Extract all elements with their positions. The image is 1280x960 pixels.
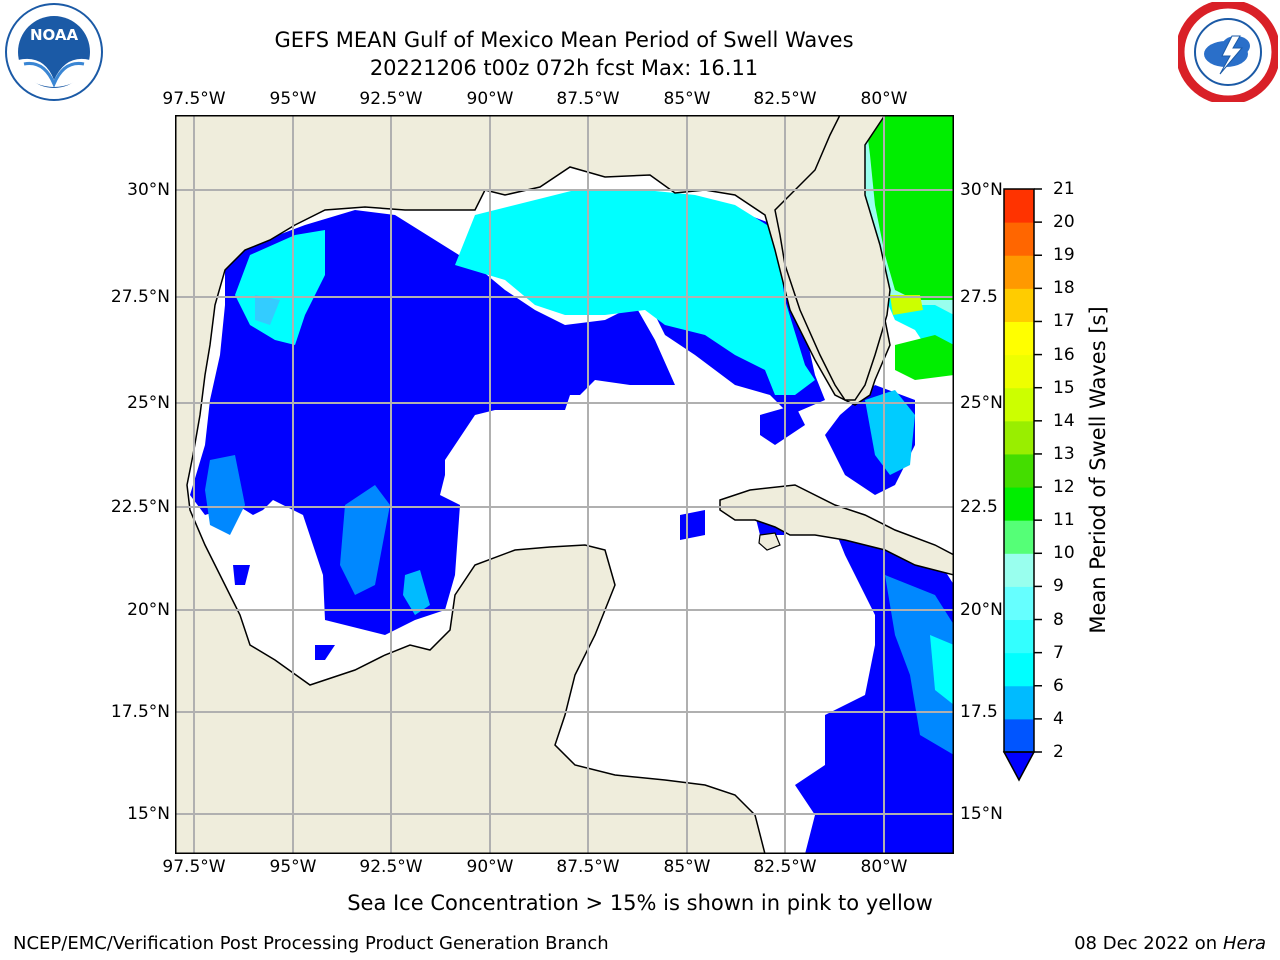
lon-label-bottom: 90°W xyxy=(466,857,514,877)
colorbar-extend-arrow xyxy=(1002,751,1036,782)
sea-ice-note: Sea Ice Concentration > 15% is shown in … xyxy=(347,891,933,915)
colorbar-band xyxy=(1004,387,1034,422)
colorbar-band xyxy=(1004,487,1034,521)
lon-label-top: 92.5°W xyxy=(359,89,423,109)
colorbar-band xyxy=(1004,586,1034,621)
credit-text: NCEP/EMC/Verification Post Processing Pr… xyxy=(13,933,609,954)
colorbar-band xyxy=(1004,652,1034,687)
colorbar-tick-label: 4 xyxy=(1053,708,1064,729)
colorbar-band xyxy=(1004,255,1034,289)
chart-subtitle: 20221206 t00z 072h fcst Max: 16.11 xyxy=(369,56,759,80)
colorbar-band xyxy=(1004,420,1034,455)
colorbar-label: Mean Period of Swell Waves [s] xyxy=(1086,306,1110,634)
colorbar-tick-label: 16 xyxy=(1053,344,1075,365)
colorbar-band xyxy=(1004,553,1034,587)
lat-label-left: 17.5°N xyxy=(110,702,170,722)
host-name: Hera xyxy=(1222,933,1266,954)
colorbar-tick-label: 7 xyxy=(1053,642,1064,663)
lat-label-right: 15°N xyxy=(960,804,1003,824)
svg-text:NOAA: NOAA xyxy=(30,26,79,44)
lon-label-top: 85°W xyxy=(663,89,711,109)
lat-label-right: 20°N xyxy=(960,600,1003,620)
lon-label-bottom: 95°W xyxy=(269,857,317,877)
colorbar-tick-label: 10 xyxy=(1053,543,1075,564)
noaa-logo: NOAA xyxy=(4,2,104,102)
lon-label-top: 87.5°W xyxy=(556,89,620,109)
map-frame xyxy=(175,115,954,854)
lat-label-left: 25°N xyxy=(127,393,170,413)
nws-logo xyxy=(1175,0,1280,105)
colorbar-band xyxy=(1004,619,1034,654)
colorbar-band xyxy=(1004,288,1034,322)
colorbar-band xyxy=(1004,685,1034,720)
lat-label-left: 20°N xyxy=(127,600,170,620)
colorbar-tick-label: 18 xyxy=(1053,278,1075,299)
lon-label-top: 80°W xyxy=(860,89,908,109)
colorbar-tick-label: 8 xyxy=(1053,609,1064,630)
colorbar-tick-label: 14 xyxy=(1053,410,1075,431)
lat-label-left: 27.5°N xyxy=(110,287,170,307)
colorbar-tick-label: 21 xyxy=(1053,179,1075,199)
lat-label-left: 15°N xyxy=(127,804,170,824)
date-stamp: 08 Dec 2022 on Hera xyxy=(1074,933,1266,954)
colorbar-tick-label: 15 xyxy=(1053,377,1075,398)
lon-label-bottom: 87.5°W xyxy=(556,857,620,877)
lon-label-bottom: 80°W xyxy=(860,857,908,877)
lat-label-right: 25°N xyxy=(960,393,1003,413)
lon-label-top: 97.5°W xyxy=(162,89,226,109)
colorbar-tick-label: 12 xyxy=(1053,477,1075,498)
lon-label-bottom: 92.5°W xyxy=(359,857,423,877)
gridlines xyxy=(175,115,954,854)
colorbar-band xyxy=(1004,321,1034,356)
colorbar-tick-label: 20 xyxy=(1053,212,1075,233)
colorbar-tick-label: 9 xyxy=(1053,576,1064,597)
colorbar-band xyxy=(1004,520,1034,554)
colorbar-frame xyxy=(1003,188,1035,753)
lon-label-bottom: 85°W xyxy=(663,857,711,877)
lat-label-right: 17.5 xyxy=(960,702,998,722)
noaa-logo-icon: NOAA xyxy=(5,3,103,101)
colorbar xyxy=(1002,188,1042,782)
lon-label-top: 95°W xyxy=(269,89,317,109)
colorbar-band xyxy=(1004,354,1034,389)
lat-label-right: 27.5 xyxy=(960,287,998,307)
lon-label-top: 90°W xyxy=(466,89,514,109)
colorbar-tick-label: 2 xyxy=(1053,742,1064,762)
gulf-of-mexico-map xyxy=(175,115,954,854)
lon-label-top: 82.5°W xyxy=(753,89,817,109)
lon-label-bottom: 82.5°W xyxy=(753,857,817,877)
lat-label-right: 22.5 xyxy=(960,497,998,517)
colorbar-band xyxy=(1004,718,1034,753)
nws-logo-icon xyxy=(1175,0,1280,105)
lat-label-left: 30°N xyxy=(127,180,170,200)
colorbar-band xyxy=(1004,222,1034,256)
lat-label-left: 22.5°N xyxy=(110,497,170,517)
colorbar-band xyxy=(1004,453,1034,488)
colorbar-tick-label: 19 xyxy=(1053,245,1075,266)
colorbar-tick-label: 6 xyxy=(1053,675,1064,696)
colorbar-tick-label: 11 xyxy=(1053,510,1075,531)
colorbar-band xyxy=(1004,189,1034,223)
lon-label-bottom: 97.5°W xyxy=(162,857,226,877)
colorbar-tick-label: 13 xyxy=(1053,443,1075,464)
lat-label-right: 30°N xyxy=(960,180,1003,200)
chart-title: GEFS MEAN Gulf of Mexico Mean Period of … xyxy=(274,28,854,52)
colorbar-tick-label: 17 xyxy=(1053,311,1075,332)
